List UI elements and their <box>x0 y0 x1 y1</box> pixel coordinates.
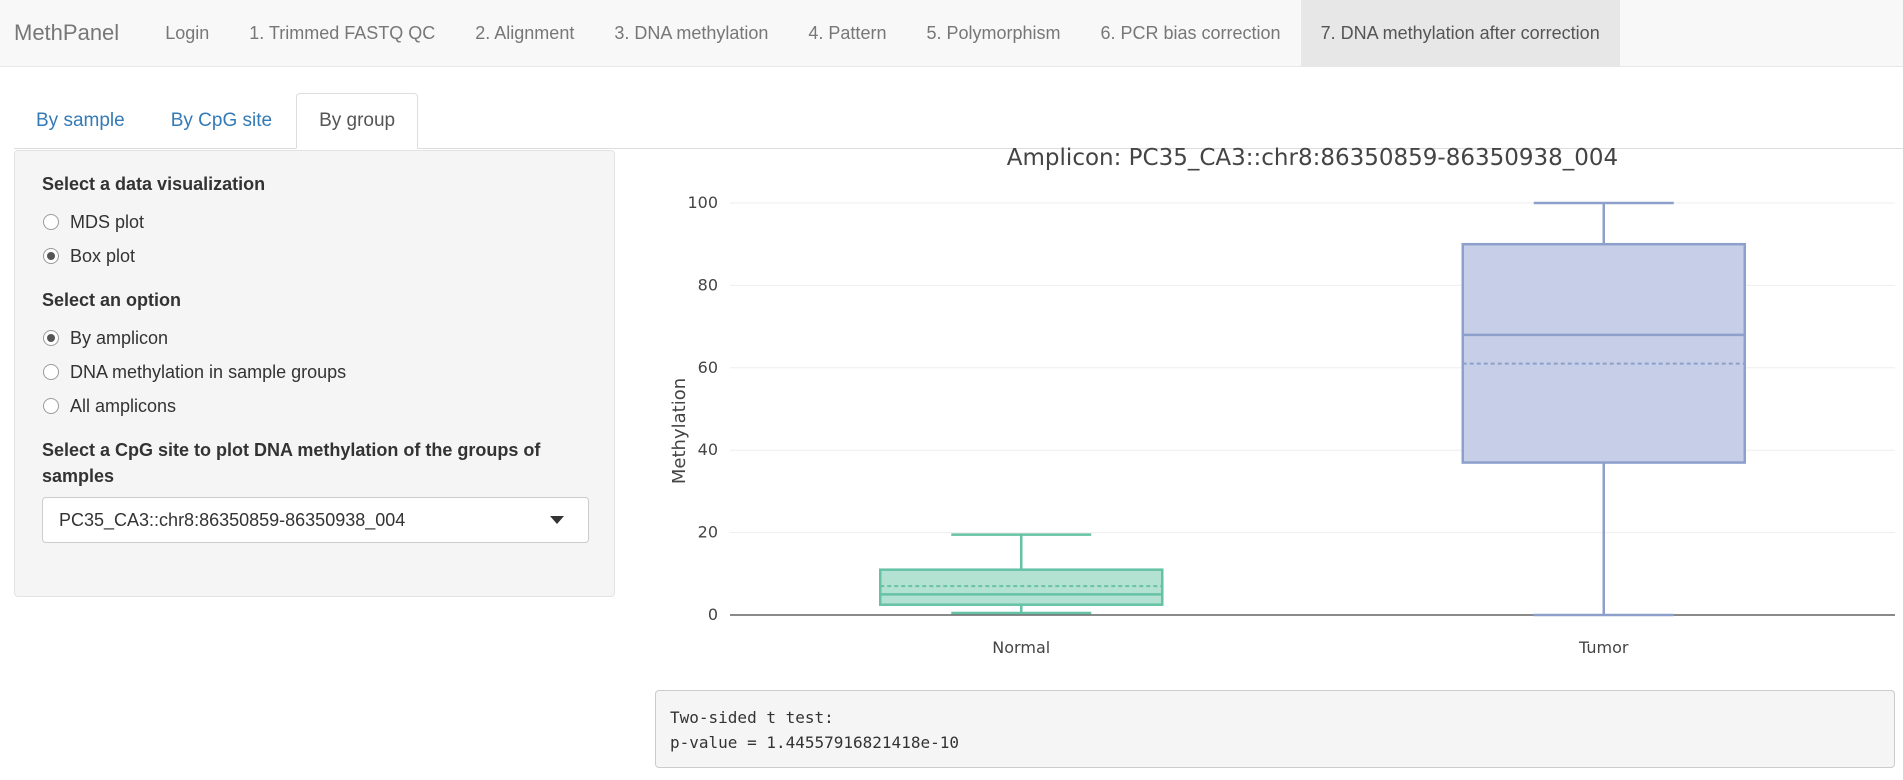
nav-dna-methylation-after-correction[interactable]: 7. DNA methylation after correction <box>1300 0 1620 66</box>
x-tick-label: Normal <box>992 638 1050 657</box>
radio-button[interactable] <box>43 364 59 381</box>
nav-login[interactable]: Login <box>165 22 210 43</box>
viz-select-label: Select a data visualization <box>42 174 266 194</box>
sidebar-panel: Select a data visualization MDS plot Box… <box>14 150 615 597</box>
t-test-title: Two-sided t test: <box>670 708 834 727</box>
nav-polymorphism[interactable]: 5. Polymorphism <box>926 22 1061 43</box>
top-navbar: MethPanel Login 1. Trimmed FASTQ QC 2. A… <box>0 0 1903 67</box>
nav-trimmed-fastq-qc[interactable]: 1. Trimmed FASTQ QC <box>249 22 436 43</box>
y-tick-label: 0 <box>708 605 718 624</box>
chart-title: Amplicon: PC35_CA3::chr8:86350859-863509… <box>1007 145 1618 171</box>
radio-mds-plot[interactable]: MDS plot <box>42 205 587 239</box>
cpg-select-label: Select a CpG site to plot DNA methylatio… <box>42 440 541 487</box>
radio-label: All amplicons <box>70 395 177 416</box>
radio-label: DNA methylation in sample groups <box>70 361 347 382</box>
radio-label: Box plot <box>70 245 136 266</box>
box-plot-chart: Amplicon: PC35_CA3::chr8:86350859-863509… <box>655 140 1903 670</box>
x-tick-label: Tumor <box>1578 638 1629 657</box>
nav-pattern[interactable]: 4. Pattern <box>808 22 887 43</box>
chevron-down-icon[interactable] <box>550 516 564 525</box>
nav-alignment[interactable]: 2. Alignment <box>475 22 575 43</box>
radio-sample-groups[interactable]: DNA methylation in sample groups <box>42 355 587 389</box>
tab-bar: By sample By CpG site By group <box>14 93 1903 149</box>
radio-box-plot[interactable]: Box plot <box>42 239 587 273</box>
radio-by-amplicon[interactable]: By amplicon <box>42 321 587 355</box>
y-axis-title: Methylation <box>669 378 690 484</box>
cpg-site-select-value: PC35_CA3::chr8:86350859-86350938_004 <box>59 509 406 530</box>
radio-all-amplicons[interactable]: All amplicons <box>42 389 587 423</box>
radio-button[interactable] <box>43 214 59 231</box>
y-tick-label: 80 <box>698 275 718 294</box>
tab-by-sample[interactable]: By sample <box>36 109 125 131</box>
radio-button[interactable] <box>43 248 59 265</box>
tab-by-cpg-site[interactable]: By CpG site <box>170 109 273 131</box>
t-test-output: Two-sided t test: p-value = 1.4455791682… <box>655 690 1895 768</box>
cpg-site-select[interactable]: PC35_CA3::chr8:86350859-86350938_004 <box>42 497 589 544</box>
radio-label: MDS plot <box>70 211 145 232</box>
radio-label: By amplicon <box>70 327 169 348</box>
radio-button[interactable] <box>43 330 59 347</box>
tab-by-group[interactable]: By group <box>296 93 419 149</box>
brand-logo[interactable]: MethPanel <box>14 20 120 45</box>
normal-box <box>879 568 1164 606</box>
nav-dna-methylation[interactable]: 3. DNA methylation <box>614 22 769 43</box>
nav-pcr-bias-correction[interactable]: 6. PCR bias correction <box>1100 22 1281 43</box>
chart-svg: Amplicon: PC35_CA3::chr8:86350859-863509… <box>669 145 1895 657</box>
y-tick-label: 20 <box>698 523 718 542</box>
y-tick-label: 40 <box>698 440 718 459</box>
t-test-pvalue: p-value = 1.44557916821418e-10 <box>670 733 959 752</box>
radio-button[interactable] <box>43 398 59 415</box>
y-tick-label: 60 <box>698 358 718 377</box>
tumor-box <box>1461 242 1746 464</box>
y-tick-label: 100 <box>687 193 718 212</box>
option-select-label: Select an option <box>42 290 182 311</box>
nav-items: Login 1. Trimmed FASTQ QC 2. Alignment 3… <box>145 0 1620 66</box>
